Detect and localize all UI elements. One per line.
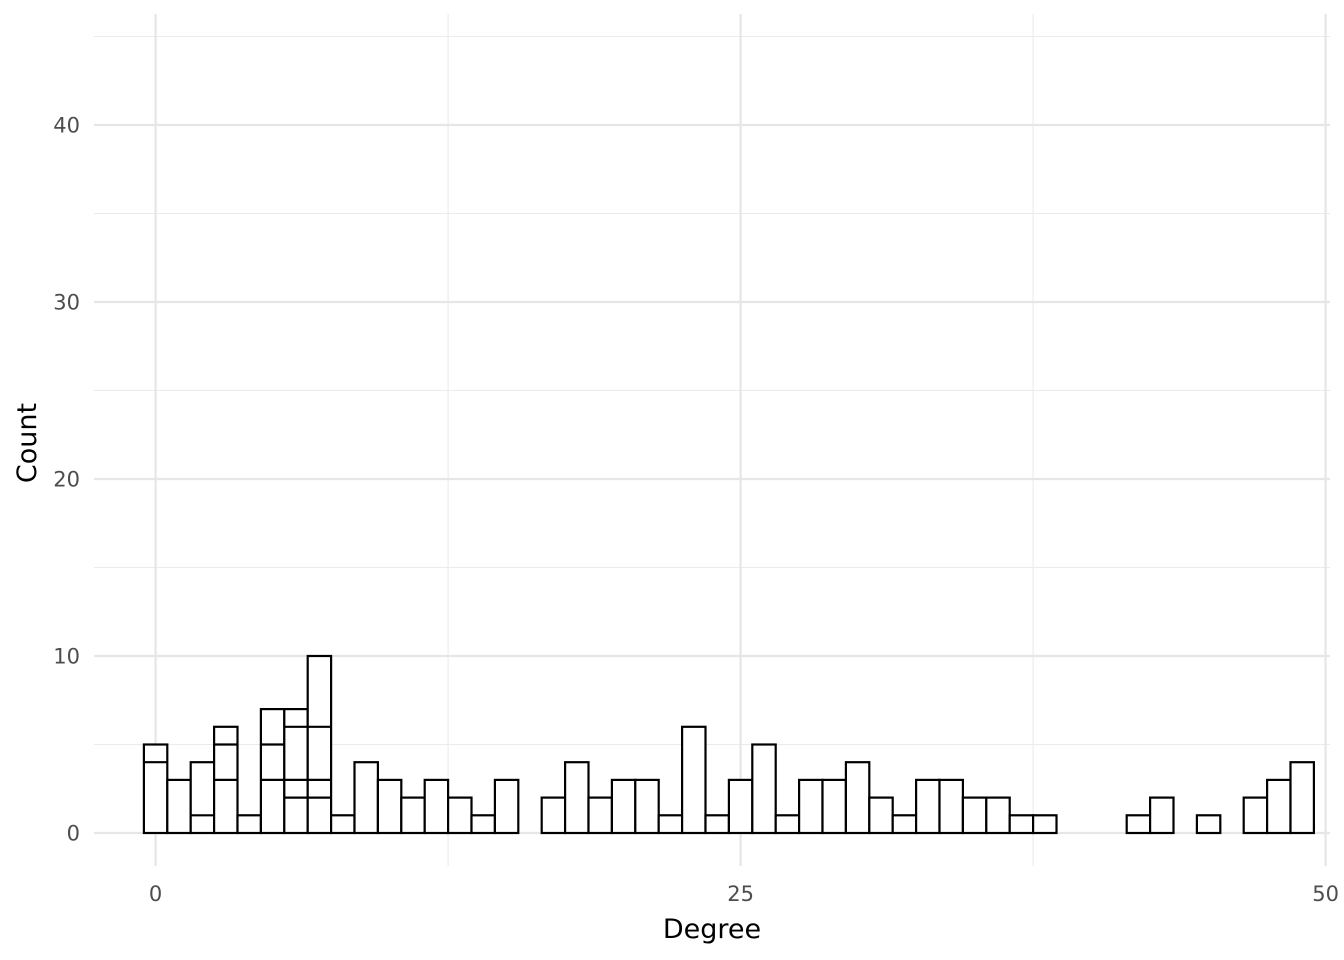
histogram-bar [938,778,964,835]
histogram-bar [610,778,637,835]
histogram-bar [376,778,403,835]
y-axis-title: Count [12,403,43,483]
histogram-bar [1195,814,1222,835]
x-axis-title: Degree [663,914,761,945]
y-tick-label: 0 [67,822,80,846]
histogram-bar [821,778,847,835]
histogram-bar [189,761,216,835]
histogram-bar [751,743,777,835]
histogram-bar [1125,814,1152,835]
histogram-bar [797,778,824,835]
histogram-bar [727,778,754,835]
histogram-bar [587,796,613,835]
x-axis-tick-labels: 0255075100 [149,882,1339,906]
x-tick-label: 50 [1312,882,1339,906]
histogram-bar [1031,814,1058,835]
y-tick-label: 30 [53,291,80,315]
histogram-bar [563,761,590,835]
histogram-bar [657,814,684,835]
histogram-bar [1242,796,1269,835]
histogram-bar [1289,761,1315,835]
y-axis-tick-labels: 0 10 20 30 40 [53,114,80,846]
x-tick-label: 25 [727,882,754,906]
histogram-bar [540,796,567,835]
x-tick-label: 0 [149,882,162,906]
histogram-bar [961,796,988,835]
histogram-bar [353,761,379,835]
histogram-bar [400,796,426,835]
histogram-bar [680,725,707,835]
histogram-bar [423,778,450,835]
histogram-bar [868,796,894,835]
histogram-bar [447,796,473,835]
histogram-bar [1265,778,1292,835]
histogram-bar [704,814,730,835]
y-tick-label: 20 [53,468,80,492]
histogram-bar [774,814,801,835]
histogram-bar [236,814,262,835]
histogram-bar [985,796,1011,835]
histogram-bar [142,743,169,835]
histogram-bar [470,814,496,835]
histogram-bar [844,761,871,835]
histogram-bar [1008,814,1035,835]
histogram-bar [891,814,918,835]
y-tick-label: 10 [53,645,80,669]
histogram-bar [330,814,356,835]
histogram-bars [142,654,1315,835]
histogram-bar [1148,796,1175,835]
histogram-bar [634,778,660,835]
histogram-bar [166,778,192,835]
y-tick-label: 40 [53,114,80,138]
histogram-bar [493,778,520,835]
histogram-bar [259,707,286,835]
histogram-bar [914,778,941,835]
histogram-bar [306,654,333,835]
